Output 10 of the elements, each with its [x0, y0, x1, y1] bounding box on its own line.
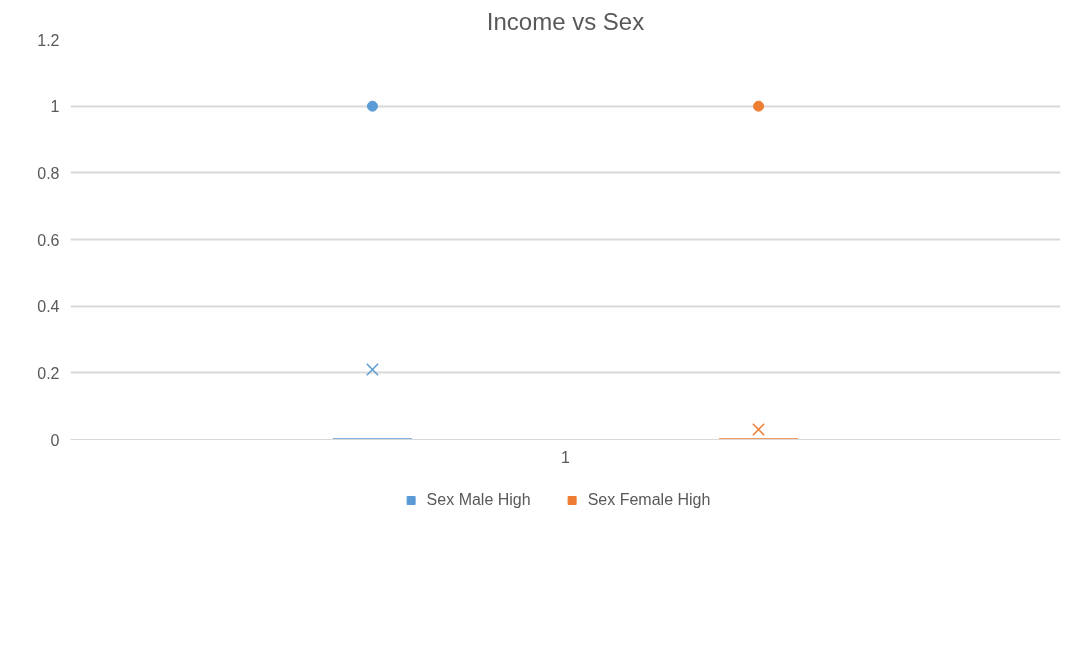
legend-label: Sex Male High [426, 491, 531, 509]
y-tick-label: 0.6 [37, 231, 60, 249]
y-tick-label: 0.8 [37, 164, 60, 182]
chart-title: Income vs Sex [486, 7, 645, 35]
y-tick-label: 0 [50, 431, 60, 449]
legend-label: Sex Female High [587, 491, 711, 509]
y-tick-label: 1 [50, 98, 60, 116]
y-tick-label: 0.4 [37, 298, 60, 316]
y-tick-label: 1.2 [37, 31, 60, 49]
y-tick-label: 0.2 [37, 364, 60, 382]
